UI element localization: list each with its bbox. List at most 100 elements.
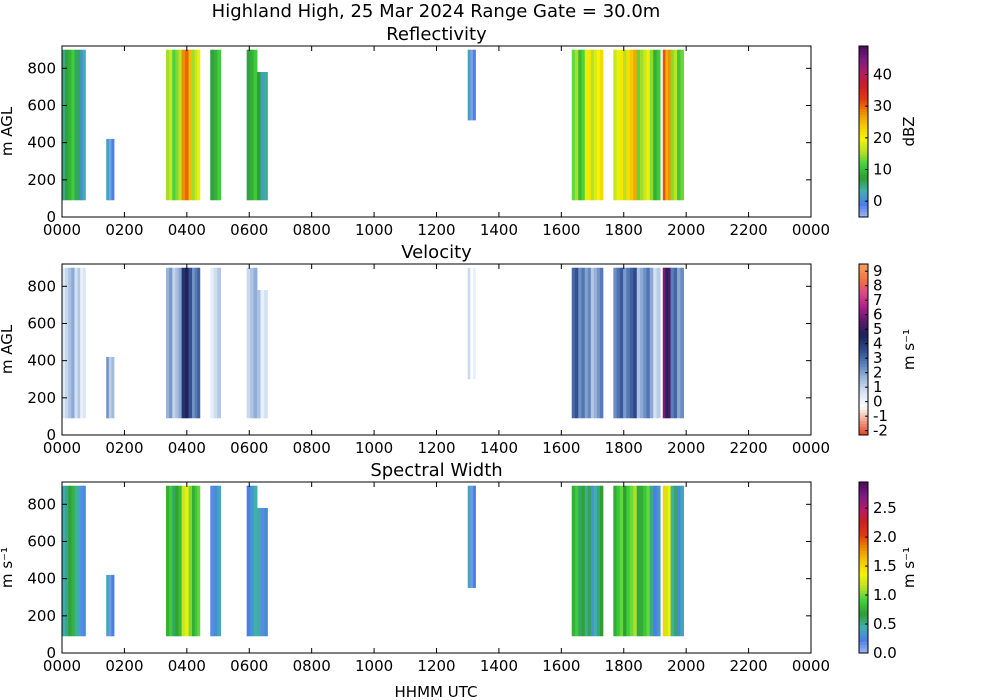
colorbar-segment xyxy=(859,208,868,212)
x-tick-label: 1800 xyxy=(605,657,643,675)
echo-streak xyxy=(629,485,634,637)
echo-streak xyxy=(472,267,476,380)
colorbar-segment xyxy=(859,145,868,149)
colorbar-segment xyxy=(859,487,868,491)
colorbar-segment xyxy=(859,191,868,195)
colorbar-segment xyxy=(859,343,868,348)
colorbar-segment xyxy=(859,519,868,523)
x-tick-label: 2000 xyxy=(667,657,705,675)
colorbar-segment xyxy=(859,165,868,169)
colorbar-label: m s⁻¹ xyxy=(900,547,918,588)
colorbar-segment xyxy=(859,142,868,147)
echo-streak xyxy=(584,267,589,419)
colorbar-segment xyxy=(859,312,868,316)
echo-band xyxy=(166,49,183,201)
colorbar-segment xyxy=(859,415,868,419)
colorbar-segment xyxy=(859,576,868,580)
echo-streak xyxy=(680,49,684,201)
echo-streak xyxy=(581,485,586,637)
echo-streak xyxy=(77,267,81,419)
echo-streak xyxy=(649,267,654,419)
colorbar-segment xyxy=(859,596,868,600)
echo-streak xyxy=(111,138,115,201)
colorbar-segment xyxy=(859,598,868,603)
echo-streak xyxy=(166,49,170,201)
x-tick-label: 0000 xyxy=(792,657,830,675)
echo-band xyxy=(467,485,476,588)
y-tick-label: 800 xyxy=(27,277,56,295)
colorbar-segment xyxy=(859,496,868,500)
colorbar-segment xyxy=(859,366,868,370)
colorbar-segment xyxy=(859,125,868,130)
echo-streak xyxy=(677,49,681,201)
echo-band xyxy=(613,267,627,419)
colorbar-segment xyxy=(859,94,868,98)
echo-streak xyxy=(646,49,651,201)
echo-streak xyxy=(643,267,647,419)
echo-streak xyxy=(673,485,678,637)
colorbar-segment xyxy=(859,117,868,121)
echo-streak xyxy=(633,267,638,419)
x-tick-label: 1200 xyxy=(417,657,455,675)
x-tick-label: 0800 xyxy=(293,221,331,239)
echo-band xyxy=(636,267,651,419)
echo-streak xyxy=(166,485,170,637)
colorbar-tick-label: 8 xyxy=(873,277,883,295)
echo-streak xyxy=(192,49,196,201)
y-tick-label: 400 xyxy=(27,352,56,370)
x-tick-label: 0200 xyxy=(105,221,143,239)
echo-streak xyxy=(623,49,627,201)
echo-band xyxy=(670,49,684,201)
colorbar-tick-label: 1 xyxy=(873,378,883,396)
colorbar-segment xyxy=(859,160,868,164)
echo-streak xyxy=(662,485,666,637)
colorbar-segment xyxy=(859,395,868,399)
x-tick-label: 2200 xyxy=(729,439,767,457)
colorbar-segment xyxy=(859,51,868,55)
colorbar-segment xyxy=(859,211,868,215)
echo-streak xyxy=(181,485,186,637)
colorbar-segment xyxy=(859,272,868,276)
echo-band xyxy=(626,485,638,637)
colorbar-segment xyxy=(859,71,868,75)
colorbar-segment xyxy=(859,432,868,436)
colorbar-segment xyxy=(859,286,868,291)
colorbar-segment xyxy=(859,340,868,345)
echo-streak xyxy=(665,485,669,637)
x-tick-label: 2000 xyxy=(667,221,705,239)
echo-streak xyxy=(213,485,218,637)
echo-streak xyxy=(260,72,265,201)
colorbar-label: dBZ xyxy=(900,116,918,146)
colorbar-segment xyxy=(859,601,868,605)
echo-streak xyxy=(192,267,196,419)
echo-band xyxy=(210,267,222,419)
colorbar-segment xyxy=(859,380,868,385)
echo-streak xyxy=(253,267,258,419)
echo-streak xyxy=(613,485,617,637)
colorbar-segment xyxy=(859,581,868,585)
echo-band xyxy=(662,485,671,637)
colorbar-segment xyxy=(859,157,868,161)
y-tick-label: 0 xyxy=(46,426,56,444)
colorbar-tick-label: 1.0 xyxy=(873,586,897,604)
echo-streak xyxy=(257,290,261,419)
echo-streak xyxy=(629,49,634,201)
echo-streak xyxy=(467,49,471,121)
echo-streak xyxy=(623,485,627,637)
colorbar-segment xyxy=(859,567,868,571)
echo-streak xyxy=(640,267,644,419)
colorbar-tick-label: 0 xyxy=(873,192,883,210)
colorbar-segment xyxy=(859,88,868,92)
echo-streak xyxy=(653,267,658,419)
echo-streak xyxy=(626,49,631,201)
colorbar-segment xyxy=(859,338,868,342)
echo-streak xyxy=(643,49,647,201)
echo-band xyxy=(662,267,671,419)
echo-streak xyxy=(172,267,176,419)
echo-streak xyxy=(197,49,201,201)
colorbar-segment xyxy=(859,122,868,127)
colorbar-segment xyxy=(859,527,868,531)
colorbar-segment xyxy=(859,499,868,503)
